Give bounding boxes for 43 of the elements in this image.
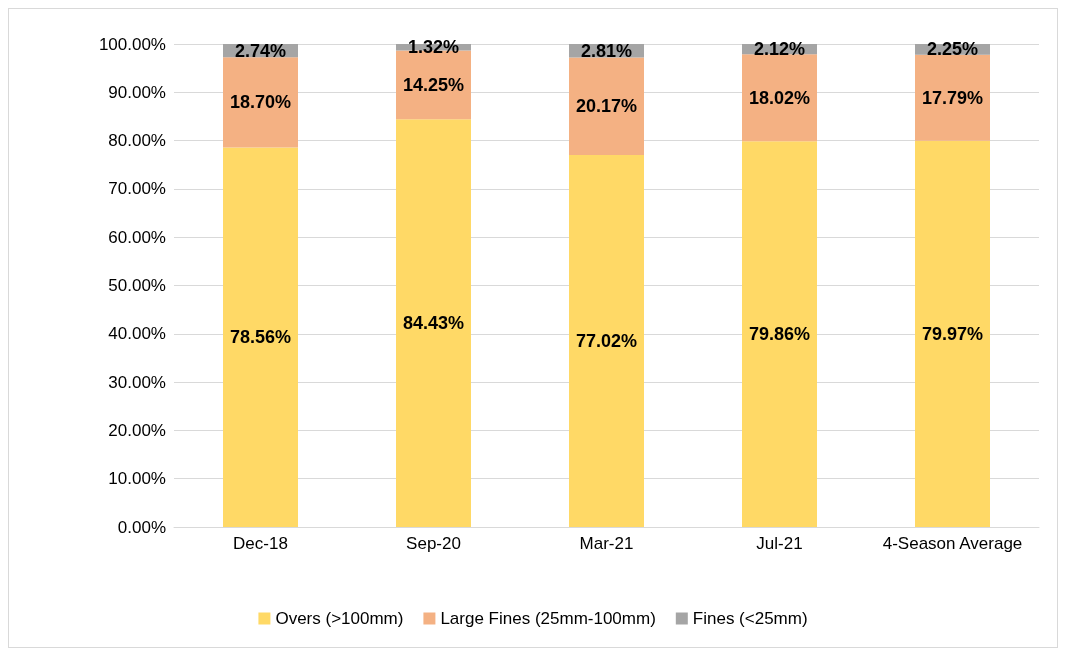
y-tick-label: 0.00% (117, 517, 166, 537)
y-tick-label: 50.00% (108, 276, 166, 295)
bar (742, 141, 817, 527)
data-label: 84.43% (402, 313, 465, 334)
y-tick-label: 60.00% (108, 227, 166, 247)
data-label: 2.12% (753, 39, 806, 60)
bar (569, 57, 644, 155)
x-tick-label: 4-Season Average (882, 534, 1023, 553)
data-label: 2.74% (234, 40, 287, 61)
bar (569, 154, 644, 527)
data-label: 18.02% (748, 87, 811, 108)
data-label: 1.32% (407, 37, 460, 58)
legend-label: Fines (<25mm) (692, 609, 808, 628)
y-tick-label: 70.00% (108, 179, 166, 199)
data-label: 78.56% (229, 327, 292, 348)
data-label: 14.25% (402, 74, 465, 95)
data-label: 79.86% (748, 324, 811, 345)
y-tick-label: 80.00% (108, 131, 166, 151)
y-tick-label: 30.00% (108, 372, 166, 392)
data-label: 20.17% (575, 96, 638, 117)
legend-label: Large Fines (25mm-100mm) (440, 609, 656, 628)
data-label: 18.70% (229, 92, 292, 113)
y-tick-label: 40.00% (108, 324, 166, 344)
legend-label: Overs (>100mm) (275, 609, 404, 628)
bar (223, 147, 298, 527)
data-label: 77.02% (575, 331, 638, 351)
data-label: 2.81% (580, 40, 633, 61)
y-tick-label: 10.00% (108, 469, 166, 489)
y-tick-label: 90.00% (108, 82, 166, 102)
bar (223, 57, 298, 148)
x-tick-label: Mar-21 (579, 534, 634, 553)
bar (742, 54, 817, 142)
data-label: 17.79% (921, 87, 984, 108)
data-label: 2.25% (926, 39, 979, 60)
x-tick-label: Jul-21 (756, 534, 803, 553)
bar (915, 140, 990, 527)
y-tick-label: 100.00% (98, 34, 166, 54)
data-label: 79.97% (921, 323, 984, 344)
x-tick-label: Dec-18 (233, 534, 288, 553)
x-tick-label: Sep-20 (406, 534, 461, 553)
y-tick-label: 20.00% (108, 420, 166, 440)
bar (915, 54, 990, 141)
bar (396, 119, 471, 527)
